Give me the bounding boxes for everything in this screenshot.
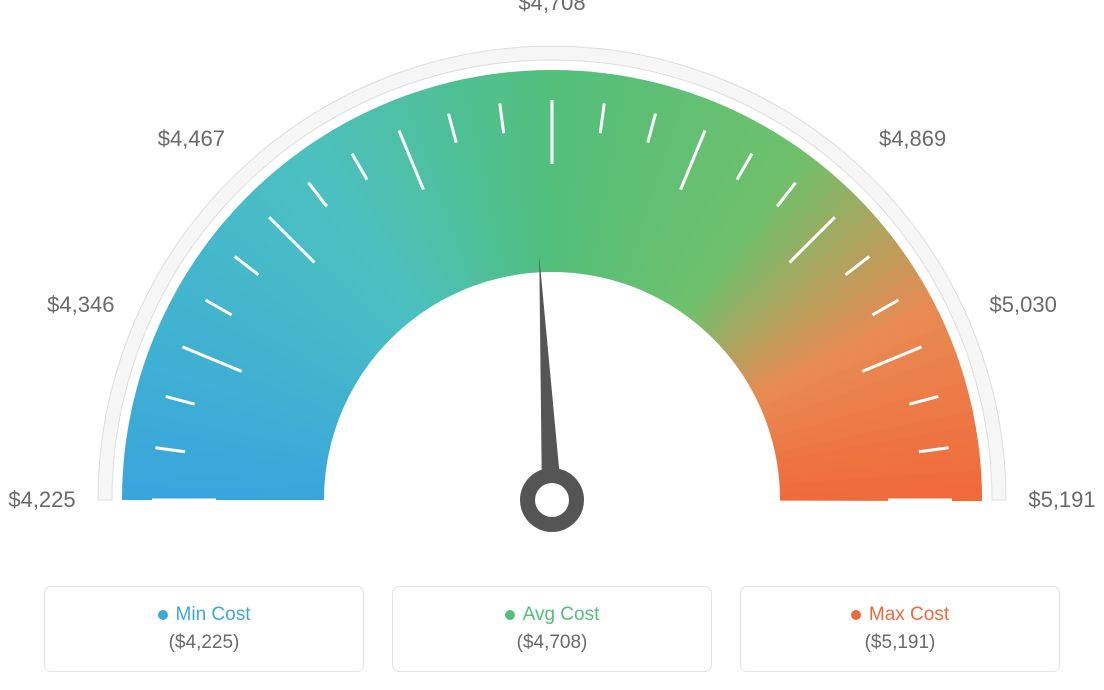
legend-label: Max Cost [869, 604, 949, 626]
dot-icon [851, 610, 861, 620]
legend-title-avg: Avg Cost [505, 604, 600, 626]
legend-value-avg: ($4,708) [517, 632, 588, 654]
legend-card-avg: Avg Cost ($4,708) [392, 586, 712, 672]
legend-label: Avg Cost [523, 604, 600, 626]
legend-label: Min Cost [176, 604, 251, 626]
gauge-tick-label: $4,869 [879, 126, 946, 152]
legend-card-min: Min Cost ($4,225) [44, 586, 364, 672]
gauge-tick-label: $4,225 [8, 487, 75, 513]
legend-row: Min Cost ($4,225) Avg Cost ($4,708) Max … [0, 586, 1104, 672]
gauge-tick-label: $4,467 [158, 126, 225, 152]
gauge-chart: $4,225 $4,346 $4,467 $4,708 $4,869 $5,030 $5,1… [0, 0, 1104, 560]
legend-value-min: ($4,225) [169, 632, 240, 654]
gauge-tick-label: $4,708 [518, 0, 585, 16]
gauge-tick-label: $4,346 [47, 292, 114, 318]
legend-title-min: Min Cost [158, 604, 251, 626]
legend-card-max: Max Cost ($5,191) [740, 586, 1060, 672]
legend-value-max: ($5,191) [865, 632, 936, 654]
gauge-svg [0, 0, 1104, 560]
dot-icon [505, 610, 515, 620]
legend-title-max: Max Cost [851, 604, 949, 626]
dot-icon [158, 610, 168, 620]
gauge-tick-label: $5,030 [990, 292, 1057, 318]
gauge-tick-label: $5,191 [1028, 487, 1095, 513]
